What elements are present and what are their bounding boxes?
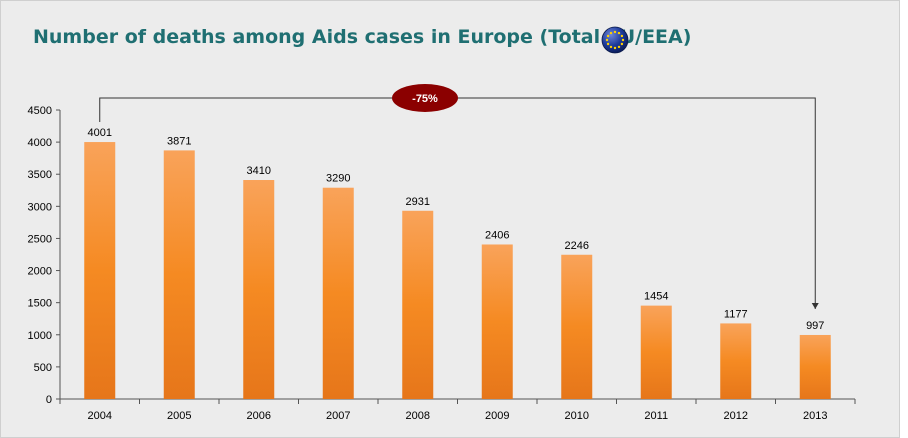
change-connector-line <box>99 97 816 309</box>
bar <box>163 150 195 399</box>
y-tick-label: 1500 <box>28 298 52 310</box>
eu-star <box>606 34 610 38</box>
bar <box>322 187 354 399</box>
connector-arrowhead <box>811 302 819 309</box>
bar <box>84 142 116 400</box>
change-badge-label: -75% <box>412 93 438 105</box>
bar-data-label: 1177 <box>724 308 748 320</box>
x-tick-label: 2009 <box>485 410 509 422</box>
bar <box>640 305 672 399</box>
eu-star <box>617 45 621 49</box>
chart-title: Number of deaths among Aids cases in Eur… <box>33 26 692 48</box>
x-tick-label: 2010 <box>565 410 589 422</box>
eu-star <box>613 46 617 50</box>
eu-star <box>621 38 625 42</box>
x-tick-label: 2011 <box>644 410 668 422</box>
bar <box>720 323 752 399</box>
eu-star <box>609 45 613 49</box>
bar-data-label: 3871 <box>167 135 191 147</box>
bar-data-label: 3290 <box>326 173 350 185</box>
y-tick-label: 0 <box>46 394 52 406</box>
x-tick-label: 2008 <box>406 410 430 422</box>
bar-data-label: 2406 <box>485 229 509 241</box>
x-tick-label: 2005 <box>167 410 191 422</box>
y-tick-label: 1000 <box>28 330 52 342</box>
change-badge <box>392 84 458 112</box>
bar-data-label: 997 <box>806 320 824 332</box>
bar <box>481 244 513 399</box>
eu-star <box>606 42 610 46</box>
eu-star <box>620 34 624 38</box>
eu-star <box>620 42 624 46</box>
bar <box>243 180 275 399</box>
eu-star <box>609 31 613 35</box>
eu-flag-globe-icon <box>601 26 629 54</box>
y-tick-label: 2000 <box>28 266 52 278</box>
x-tick-label: 2007 <box>326 410 350 422</box>
bar-data-label: 2931 <box>406 196 430 208</box>
eu-star <box>617 31 621 35</box>
bar <box>799 334 831 399</box>
y-tick-label: 4000 <box>28 137 52 149</box>
bar-data-label: 3410 <box>247 165 271 177</box>
bar <box>402 210 434 399</box>
y-tick-label: 3000 <box>28 201 52 213</box>
eu-star <box>605 38 609 42</box>
y-tick-label: 4500 <box>28 105 52 117</box>
bar-data-label: 4001 <box>88 127 112 139</box>
bar-data-label: 2246 <box>565 240 589 252</box>
bar <box>561 254 593 399</box>
x-tick-label: 2013 <box>803 410 827 422</box>
x-tick-label: 2006 <box>247 410 271 422</box>
y-tick-label: 3500 <box>28 169 52 181</box>
bar-data-label: 1454 <box>644 291 668 303</box>
x-tick-label: 2004 <box>88 410 112 422</box>
x-tick-label: 2012 <box>724 410 748 422</box>
y-tick-label: 2500 <box>28 233 52 245</box>
eu-star <box>613 30 617 34</box>
y-tick-label: 500 <box>34 362 52 374</box>
